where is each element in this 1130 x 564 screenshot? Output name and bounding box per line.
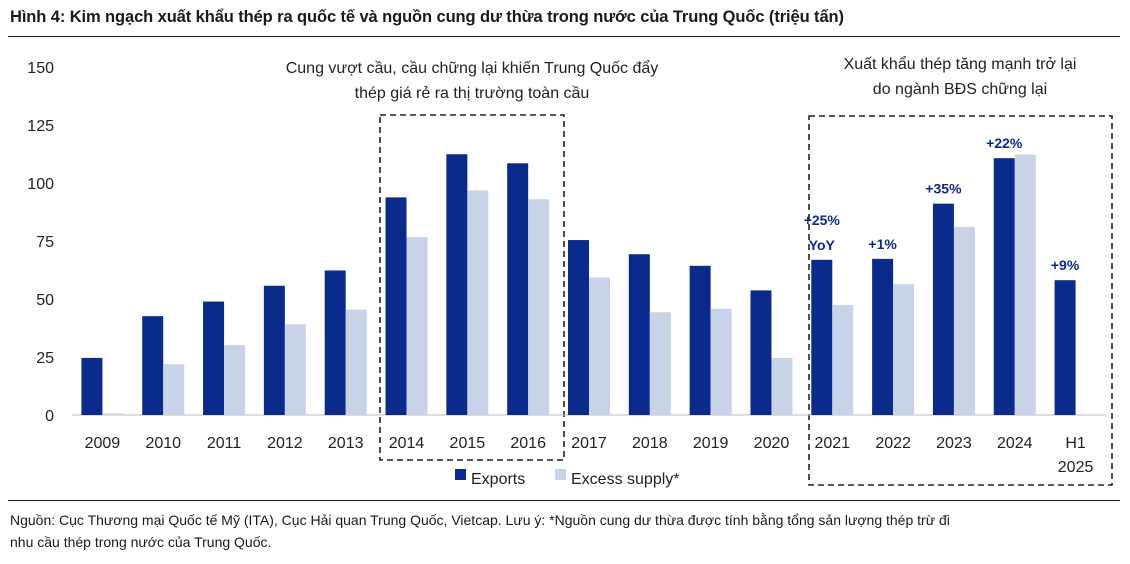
y-tick-label: 100 xyxy=(27,176,54,193)
bar-excess-supply-2022 xyxy=(893,284,915,415)
legend-label: Excess supply* xyxy=(571,471,680,488)
annotation-text: Cung vượt cầu, cầu chững lại khiến Trung… xyxy=(286,59,659,77)
bar-exports-2013 xyxy=(324,270,346,415)
legend-swatch xyxy=(555,469,566,480)
x-tick-label: 2018 xyxy=(632,435,668,452)
x-tick-label: 2021 xyxy=(814,435,850,452)
bar-excess-supply-2023 xyxy=(953,226,975,415)
annotation-text: do ngành BĐS chững lại xyxy=(873,81,1047,98)
bar-exports-2024 xyxy=(993,158,1015,415)
x-tick-label: 2012 xyxy=(267,435,303,452)
bar-excess-supply-2013 xyxy=(345,309,367,415)
annotation-box xyxy=(379,114,565,461)
source-line-2: nhu cầu thép trong nước của Trung Quốc. xyxy=(10,534,272,550)
bar-exports-2010 xyxy=(142,316,164,415)
title-rule xyxy=(8,36,1120,37)
bar-exports-2022 xyxy=(872,258,894,415)
bar-exports-2014 xyxy=(385,197,407,415)
growth-label: +1% xyxy=(868,236,897,252)
y-tick-label: 125 xyxy=(27,118,54,135)
growth-label: YoY xyxy=(809,237,836,253)
bar-exports-2017 xyxy=(568,240,589,415)
bar-excess-supply-2020 xyxy=(771,357,793,415)
x-tick-label: 2016 xyxy=(510,435,546,452)
x-tick-label: 2023 xyxy=(936,435,972,452)
annotation-text: Xuất khẩu thép tăng mạnh trở lại xyxy=(844,55,1077,73)
y-tick-label: 50 xyxy=(36,292,54,309)
annotation-text: thép giá rẻ ra thị trường toàn cầu xyxy=(355,85,590,102)
legend-label: Exports xyxy=(471,471,525,488)
bar-exports-2023 xyxy=(932,203,954,415)
bar-excess-supply-2014 xyxy=(406,237,428,415)
y-tick-label: 0 xyxy=(45,408,54,425)
bar-excess-supply-2017 xyxy=(589,277,610,415)
bar-exports-2021 xyxy=(811,259,833,415)
bar-exports-2019 xyxy=(689,265,711,415)
bar-exports-2016 xyxy=(507,163,529,415)
bar-exports-2015 xyxy=(446,154,468,415)
source-note: Nguồn: Cục Thương mại Quốc tế Mỹ (ITA), … xyxy=(10,509,1120,553)
figure-title: Hình 4: Kim ngạch xuất khẩu thép ra quốc… xyxy=(10,8,844,26)
bar-exports-2011 xyxy=(203,301,225,415)
bar-exports-2020 xyxy=(750,290,772,415)
y-tick-label: 25 xyxy=(36,350,54,367)
x-tick-label: 2025 xyxy=(1058,459,1094,476)
y-tick-label: 75 xyxy=(36,234,54,251)
x-tick-label: 2015 xyxy=(450,435,486,452)
x-tick-label: 2010 xyxy=(145,435,181,452)
growth-label: +35% xyxy=(925,181,962,197)
legend-exports: Exports xyxy=(455,469,525,488)
bar-excess-supply-2016 xyxy=(528,199,550,415)
bar-excess-supply-2021 xyxy=(832,305,854,415)
bar-excess-supply-2012 xyxy=(284,324,306,415)
bar-exports-2009 xyxy=(81,357,103,415)
growth-label: +22% xyxy=(986,135,1023,151)
bar-excess-supply-2015 xyxy=(467,190,489,415)
annotation-box xyxy=(808,115,1113,486)
bar-chart: Cung vượt cầu, cầu chững lại khiến Trung… xyxy=(27,55,1113,488)
x-tick-label: 2009 xyxy=(85,435,121,452)
bar-excess-supply-2024 xyxy=(1014,154,1036,416)
y-tick-label: 150 xyxy=(27,60,54,77)
x-tick-label: 2017 xyxy=(571,435,607,452)
source-line-1: Nguồn: Cục Thương mại Quốc tế Mỹ (ITA), … xyxy=(10,512,950,528)
bar-excess-supply-2009 xyxy=(102,413,124,415)
bar-excess-supply-2010 xyxy=(163,364,185,415)
bar-exports-2012 xyxy=(263,285,285,415)
x-tick-label: 2020 xyxy=(754,435,790,452)
growth-label: +9% xyxy=(1051,257,1080,273)
x-tick-label: 2024 xyxy=(997,435,1033,452)
bar-excess-supply-2019 xyxy=(710,308,732,415)
x-tick-label: H1 xyxy=(1065,435,1086,452)
x-tick-label: 2011 xyxy=(207,435,242,452)
growth-label: +25% xyxy=(804,212,841,228)
x-tick-label: 2014 xyxy=(389,435,425,452)
bar-excess-supply-2018 xyxy=(649,312,671,415)
x-tick-label: 2019 xyxy=(693,435,729,452)
x-tick-label: 2013 xyxy=(328,435,364,452)
legend-swatch xyxy=(455,469,466,480)
bar-exports-H1-2025 xyxy=(1054,280,1076,415)
source-rule xyxy=(8,500,1120,501)
bar-excess-supply-2011 xyxy=(224,344,246,415)
bar-exports-2018 xyxy=(628,254,650,415)
legend-excess-supply: Excess supply* xyxy=(555,469,680,488)
x-tick-label: 2022 xyxy=(875,435,911,452)
